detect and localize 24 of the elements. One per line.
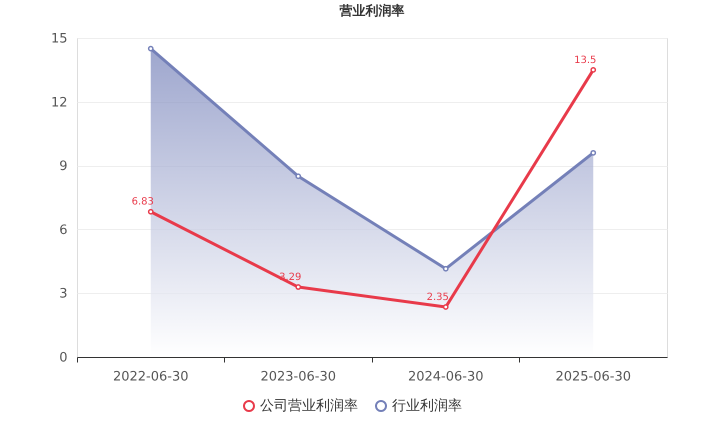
- point: [442, 304, 449, 310]
- chart-title: 营业利润率: [338, 3, 404, 19]
- y-tick-label: 12: [50, 95, 68, 110]
- x-tick-label: 2022-06-30: [112, 370, 189, 384]
- y-tick-label: 15: [50, 32, 68, 46]
- x-tick-label: 2025-06-30: [555, 370, 632, 384]
- y-tick-label: 0: [59, 350, 68, 366]
- point: [590, 67, 596, 73]
- point: [590, 150, 596, 156]
- point: [148, 46, 154, 52]
- y-tick-label: 6: [59, 222, 68, 238]
- x-tick-label: 2024-06-30: [408, 370, 484, 384]
- y-tick-label: 3: [59, 286, 68, 302]
- data-label: 6.83: [132, 196, 154, 208]
- point: [295, 284, 302, 290]
- point: [148, 208, 154, 215]
- x-tick-label: 2023-06-30: [260, 370, 336, 384]
- data-label: 13.5: [574, 54, 596, 66]
- legend-label: 行业利润率: [392, 398, 462, 414]
- y-tick-label: 9: [59, 159, 68, 174]
- point: [295, 173, 302, 180]
- legend-label: 公司营业利润率: [260, 398, 358, 414]
- data-label: 2.35: [426, 292, 449, 304]
- point: [442, 266, 449, 272]
